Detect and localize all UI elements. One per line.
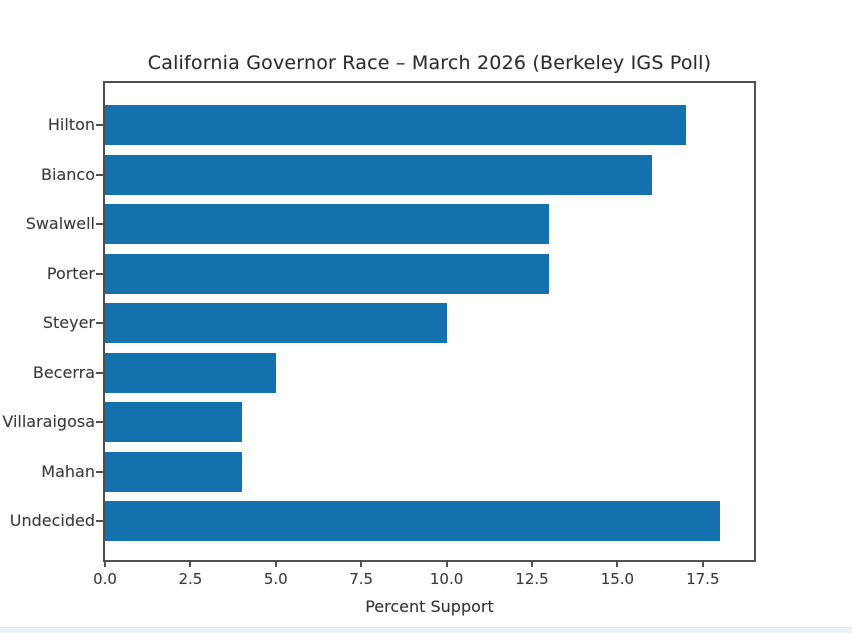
bar-villaraigosa (105, 402, 242, 442)
ytick-label-villaraigosa: Villaraigosa (2, 412, 95, 431)
ytick-mark-villaraigosa (96, 421, 103, 423)
xtick-mark-10.0 (445, 560, 448, 567)
xtick-label-12.5: 12.5 (515, 570, 549, 588)
ytick-mark-porter (96, 272, 103, 275)
xtick-label-10.0: 10.0 (429, 570, 464, 588)
bar-hilton (105, 105, 686, 145)
bar-porter (105, 253, 550, 294)
ytick-mark-hilton (96, 124, 103, 126)
xtick-mark-0.0 (104, 560, 106, 567)
bar-swalwell (105, 204, 550, 244)
xtick-label-7.5: 7.5 (349, 570, 374, 588)
xtick-label-5.0: 5.0 (263, 570, 288, 588)
ytick-mark-mahan (96, 470, 103, 473)
xtick-mark-17.5 (701, 560, 704, 567)
bar-becerra (105, 352, 276, 393)
plot-area (103, 81, 756, 562)
bottom-edge-strip (0, 627, 852, 633)
ytick-label-swalwell: Swalwell (25, 214, 95, 233)
ytick-mark-undecided (96, 520, 103, 522)
xtick-label-2.5: 2.5 (178, 570, 203, 588)
ytick-mark-steyer (96, 322, 103, 324)
xtick-mark-7.5 (360, 560, 363, 567)
bar-bianco (105, 154, 652, 195)
ytick-mark-becerra (96, 371, 103, 374)
xtick-label-0.0: 0.0 (93, 570, 117, 588)
xtick-label-17.5: 17.5 (686, 570, 720, 588)
ytick-mark-swalwell (96, 223, 103, 225)
xtick-mark-15.0 (616, 560, 619, 567)
xtick-mark-5.0 (274, 560, 277, 567)
ytick-label-bianco: Bianco (41, 164, 95, 184)
x-axis-label: Percent Support (365, 597, 494, 616)
bar-steyer (105, 303, 447, 343)
ytick-mark-bianco (96, 173, 103, 176)
bar-mahan (105, 451, 242, 492)
ytick-label-undecided: Undecided (9, 511, 95, 530)
ytick-label-hilton: Hilton (47, 115, 95, 134)
ytick-label-porter: Porter (46, 263, 95, 283)
xtick-mark-2.5 (189, 560, 192, 567)
xtick-label-15.0: 15.0 (600, 570, 635, 588)
bar-undecided (105, 501, 720, 541)
ytick-label-mahan: Mahan (41, 461, 95, 481)
ytick-label-becerra: Becerra (32, 362, 95, 382)
xtick-mark-12.5 (531, 560, 533, 567)
chart-title: California Governor Race – March 2026 (B… (147, 52, 712, 74)
ytick-label-steyer: Steyer (42, 313, 95, 332)
